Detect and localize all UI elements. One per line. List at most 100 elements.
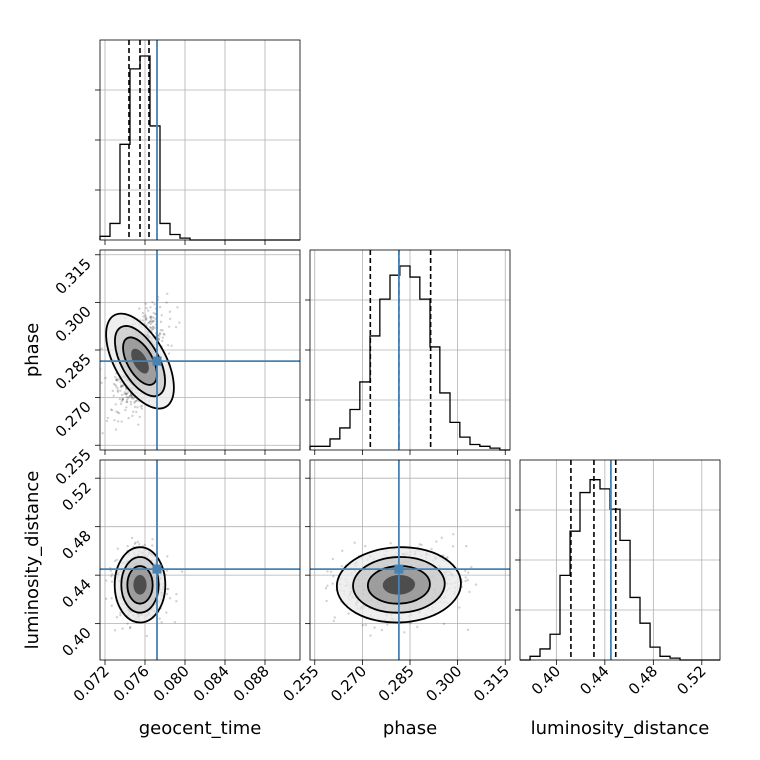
sample-point bbox=[118, 397, 122, 401]
sample-point bbox=[174, 326, 178, 329]
sample-point bbox=[125, 400, 129, 404]
sample-point bbox=[329, 570, 333, 574]
sample-point bbox=[114, 378, 118, 381]
sample-point bbox=[442, 622, 446, 626]
sample-point bbox=[115, 410, 118, 413]
sample-point bbox=[113, 375, 117, 379]
sample-point bbox=[175, 600, 178, 603]
sample-point bbox=[121, 397, 124, 401]
sample-point bbox=[168, 597, 172, 600]
sample-point bbox=[149, 320, 152, 323]
sample-point bbox=[158, 617, 161, 620]
sample-point bbox=[110, 575, 113, 578]
sample-point bbox=[116, 420, 120, 423]
sample-point bbox=[126, 544, 129, 548]
sample-point bbox=[440, 536, 443, 540]
sample-point bbox=[140, 407, 144, 410]
sample-point bbox=[123, 392, 126, 396]
sample-point bbox=[144, 314, 147, 317]
sample-point bbox=[133, 405, 137, 409]
contour-line bbox=[122, 336, 158, 386]
sample-point bbox=[128, 394, 132, 398]
sample-point bbox=[158, 334, 161, 338]
sample-point bbox=[100, 347, 103, 350]
sample-point bbox=[105, 419, 109, 423]
sample-point bbox=[141, 319, 145, 322]
sample-point bbox=[120, 385, 123, 388]
sample-point bbox=[138, 307, 141, 310]
sample-point bbox=[151, 544, 154, 547]
sample-point bbox=[119, 385, 123, 389]
sample-point bbox=[125, 400, 128, 404]
sample-point bbox=[150, 328, 153, 332]
axes-frame bbox=[99, 249, 301, 451]
sample-point bbox=[136, 406, 139, 409]
sample-point bbox=[466, 578, 469, 582]
sample-point bbox=[151, 326, 154, 329]
sample-point bbox=[129, 400, 133, 404]
sample-point bbox=[121, 397, 125, 401]
sample-point bbox=[125, 395, 128, 399]
sample-point bbox=[138, 542, 141, 546]
sample-point bbox=[125, 392, 128, 396]
sample-point bbox=[430, 547, 433, 551]
sample-point bbox=[474, 583, 478, 586]
sample-point bbox=[111, 389, 115, 393]
sample-point bbox=[369, 634, 372, 637]
sample-point bbox=[149, 326, 153, 330]
sample-point bbox=[126, 622, 129, 625]
density-fill bbox=[133, 575, 147, 595]
sample-point bbox=[145, 317, 148, 320]
sample-point bbox=[128, 627, 132, 630]
sample-point bbox=[166, 343, 170, 347]
sample-point bbox=[170, 344, 173, 347]
sample-point bbox=[121, 627, 124, 630]
injection-marker bbox=[394, 564, 404, 574]
xlabel-geocent-time: geocent_time bbox=[139, 718, 262, 739]
sample-point bbox=[161, 336, 165, 339]
sample-point bbox=[165, 569, 169, 572]
sample-point bbox=[115, 616, 119, 619]
sample-point bbox=[142, 315, 145, 318]
sample-point bbox=[416, 625, 419, 629]
sample-point bbox=[130, 395, 134, 398]
sample-point bbox=[331, 557, 335, 561]
sample-point bbox=[149, 322, 153, 326]
sample-point bbox=[125, 398, 129, 401]
sample-point bbox=[167, 352, 171, 355]
sample-point bbox=[149, 315, 153, 318]
contour-line bbox=[335, 546, 462, 624]
sample-point bbox=[143, 543, 147, 547]
sample-point bbox=[435, 540, 438, 543]
sample-point bbox=[125, 392, 128, 395]
density-content bbox=[100, 250, 300, 450]
sample-point bbox=[458, 606, 461, 609]
sample-point bbox=[119, 613, 122, 617]
sample-point bbox=[117, 411, 121, 415]
sample-point bbox=[140, 404, 144, 407]
sample-point bbox=[152, 325, 155, 328]
sample-point bbox=[145, 316, 148, 319]
axes-frame bbox=[309, 459, 511, 661]
sample-point bbox=[151, 327, 155, 331]
axes-frame bbox=[519, 459, 721, 661]
sample-point bbox=[157, 338, 160, 341]
sample-point bbox=[129, 625, 132, 629]
sample-point bbox=[420, 543, 423, 547]
sample-point bbox=[466, 628, 470, 632]
sample-point bbox=[138, 415, 141, 419]
sample-point bbox=[152, 319, 155, 323]
sample-point bbox=[116, 379, 119, 382]
sample-point bbox=[104, 597, 108, 601]
contour-line bbox=[105, 312, 175, 410]
sample-point bbox=[468, 590, 471, 594]
density-content bbox=[310, 460, 510, 660]
sample-point bbox=[165, 611, 168, 614]
sample-point bbox=[115, 378, 118, 382]
sample-point bbox=[113, 559, 117, 563]
sample-point bbox=[144, 302, 147, 305]
sample-point bbox=[464, 579, 467, 583]
sample-point bbox=[112, 394, 115, 397]
sample-point bbox=[163, 333, 166, 336]
sample-point bbox=[104, 376, 107, 380]
